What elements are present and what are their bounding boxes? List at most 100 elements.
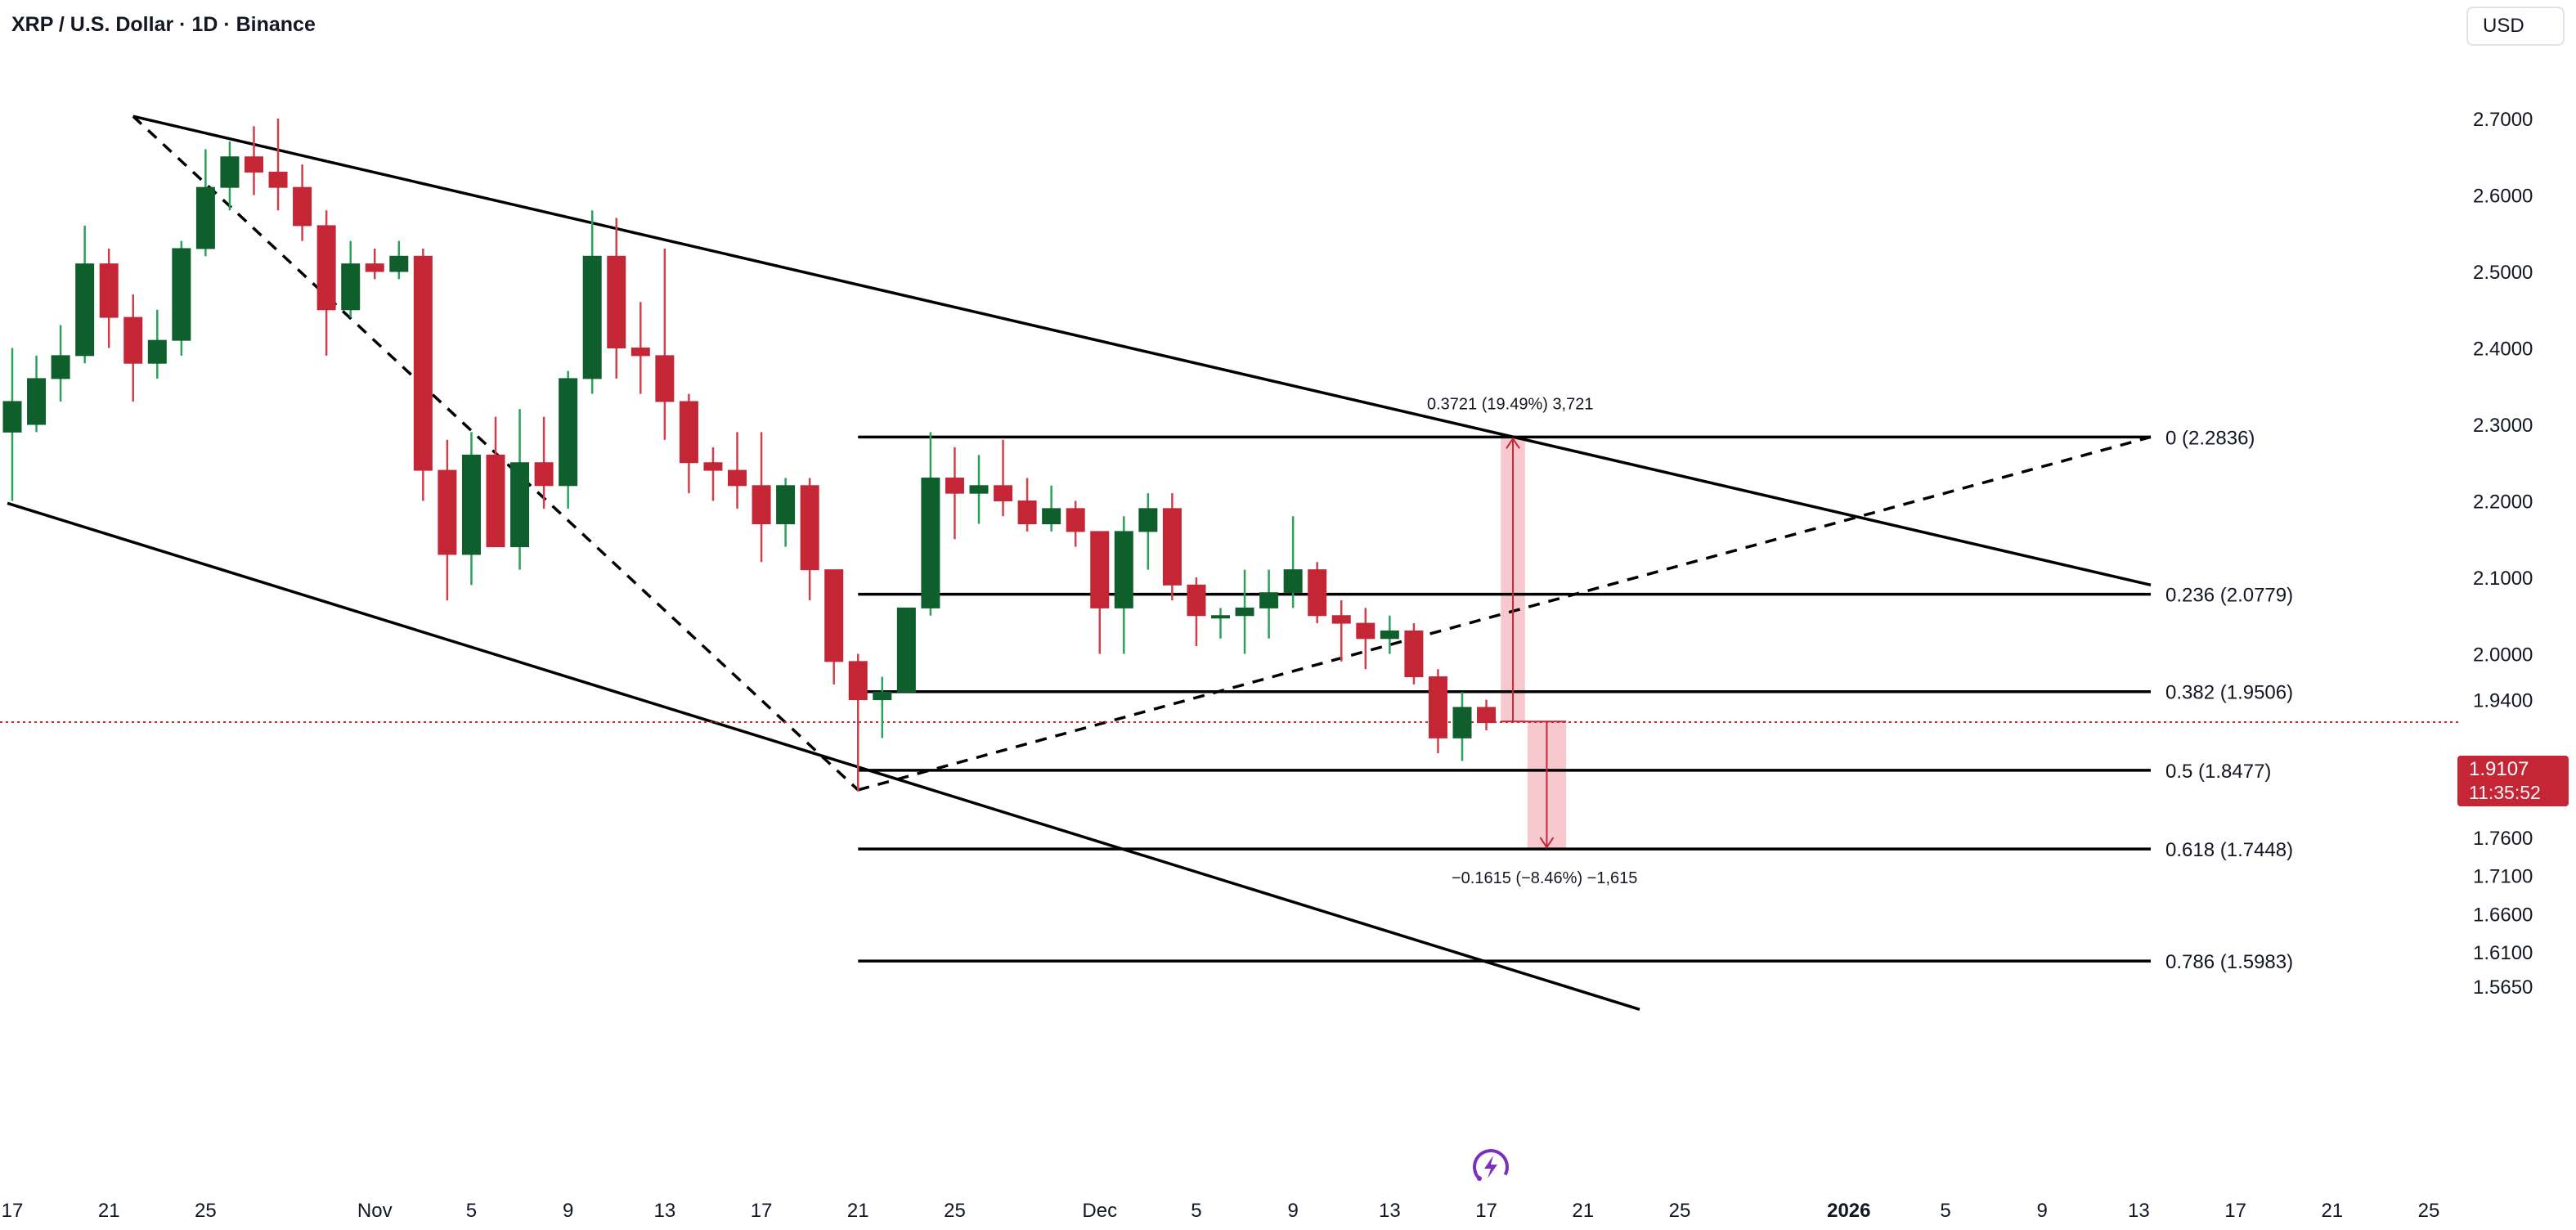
candle-up — [873, 691, 892, 701]
x-tick-label: Dec — [1082, 1200, 1117, 1222]
currency-button[interactable]: USD — [2466, 7, 2565, 46]
candle-down — [365, 263, 384, 272]
x-tick-label: 21 — [1572, 1200, 1594, 1222]
candle-up — [461, 454, 481, 555]
candle-down — [703, 462, 723, 471]
fib-label-0.236: 0.236 (2.0779) — [2165, 585, 2293, 607]
x-tick-label: 5 — [1940, 1200, 1950, 1222]
candle-down — [752, 485, 771, 525]
fib-label-0: 0 (2.2836) — [2165, 427, 2255, 449]
candle-down — [413, 255, 433, 471]
candle-down — [994, 485, 1013, 501]
measure-down-arrowhead — [1539, 837, 1555, 849]
candle-up — [582, 255, 602, 379]
current-price-value: 1.9107 — [2469, 758, 2529, 780]
x-tick-label: 17 — [1475, 1200, 1497, 1222]
y-tick-label: 2.6000 — [2473, 186, 2533, 208]
x-tick-label: 25 — [1669, 1200, 1691, 1222]
candle-up — [896, 607, 916, 693]
y-tick-label: 1.6600 — [2473, 904, 2533, 926]
x-tick-label: 9 — [2037, 1200, 2048, 1222]
candle-down — [824, 569, 844, 662]
candle-down — [123, 316, 143, 364]
candle-down — [1331, 615, 1351, 624]
y-tick-label: 2.2000 — [2473, 492, 2533, 514]
candle-down — [268, 171, 288, 188]
candle-up — [1138, 508, 1158, 532]
candle-down — [1404, 630, 1424, 678]
y-tick-label: 2.5000 — [2473, 262, 2533, 284]
candle-down — [99, 263, 119, 318]
y-tick-label: 1.7100 — [2473, 866, 2533, 888]
x-tick-label: 13 — [653, 1200, 675, 1222]
x-tick-label: 21 — [2321, 1200, 2343, 1222]
x-tick-label: 21 — [847, 1200, 869, 1222]
fib-label-0.618: 0.618 (1.7448) — [2165, 839, 2293, 861]
candle-down — [607, 255, 626, 348]
candle-up — [1452, 707, 1472, 738]
x-tick-label: 25 — [195, 1200, 217, 1222]
candle-down — [679, 401, 698, 464]
candle-down — [848, 661, 868, 701]
x-tick-label: 13 — [2128, 1200, 2150, 1222]
candle-down — [1162, 508, 1182, 586]
candle-down — [1187, 584, 1206, 617]
x-tick-label: Nov — [357, 1200, 393, 1222]
candle-down — [316, 225, 336, 311]
y-tick-label: 1.9400 — [2473, 690, 2533, 712]
x-tick-label: 17 — [751, 1200, 773, 1222]
x-tick-label: 17 — [2, 1200, 24, 1222]
candle-down — [1090, 531, 1110, 608]
y-tick-label: 2.1000 — [2473, 568, 2533, 590]
lightning-icon[interactable] — [1469, 1145, 1513, 1189]
candle-up — [1235, 607, 1254, 617]
candle-up — [2, 401, 22, 433]
x-tick-label: 25 — [2418, 1200, 2440, 1222]
candle-up — [1380, 630, 1399, 640]
candle-up — [195, 186, 215, 249]
candle-up — [220, 156, 240, 188]
candle-down — [1356, 622, 1376, 640]
candle-up — [172, 248, 191, 341]
candle-up — [1283, 569, 1303, 594]
candle-down — [245, 156, 263, 173]
candle-down — [1066, 508, 1085, 532]
candle-up — [559, 378, 578, 487]
candle-down — [486, 454, 505, 548]
measure-up-arrowhead — [1506, 437, 1520, 449]
measure-down-label: −0.1615 (−8.46%) −1,615 — [1452, 869, 1637, 887]
candle-down — [1308, 569, 1327, 617]
candle-down — [438, 469, 457, 555]
x-tick-label: 21 — [98, 1200, 120, 1222]
candle-up — [921, 477, 940, 608]
candle-down — [534, 462, 554, 487]
y-tick-label: 1.6100 — [2473, 942, 2533, 964]
candle-up — [75, 263, 95, 357]
y-tick-label: 2.7000 — [2473, 109, 2533, 131]
x-tick-label: 2026 — [1827, 1200, 1870, 1222]
x-tick-label: 25 — [944, 1200, 966, 1222]
candle-up — [147, 339, 167, 364]
upper-trendline — [132, 114, 2152, 587]
candle-down — [1428, 676, 1447, 738]
x-tick-label: 9 — [1287, 1200, 1298, 1222]
x-tick-label: 9 — [563, 1200, 573, 1222]
bar-countdown: 11:35:52 — [2469, 782, 2541, 803]
y-tick-label: 1.5650 — [2473, 976, 2533, 999]
symbol-title[interactable]: XRP / U.S. Dollar · 1D · Binance — [11, 13, 316, 36]
candle-up — [969, 485, 989, 494]
candle-down — [1477, 707, 1497, 724]
fib-label-0.5: 0.5 (1.8477) — [2165, 761, 2271, 783]
candle-down — [1017, 501, 1037, 525]
y-tick-label: 2.3000 — [2473, 415, 2533, 437]
candle-down — [631, 348, 650, 357]
x-tick-label: 13 — [1379, 1200, 1401, 1222]
candle-up — [51, 355, 70, 379]
measure-up-label: 0.3721 (19.49%) 3,721 — [1427, 395, 1594, 413]
candle-up — [510, 462, 530, 548]
y-tick-label: 2.0000 — [2473, 644, 2533, 667]
candle-down — [293, 186, 312, 227]
candle-down — [800, 485, 819, 571]
candle-up — [1042, 508, 1061, 525]
